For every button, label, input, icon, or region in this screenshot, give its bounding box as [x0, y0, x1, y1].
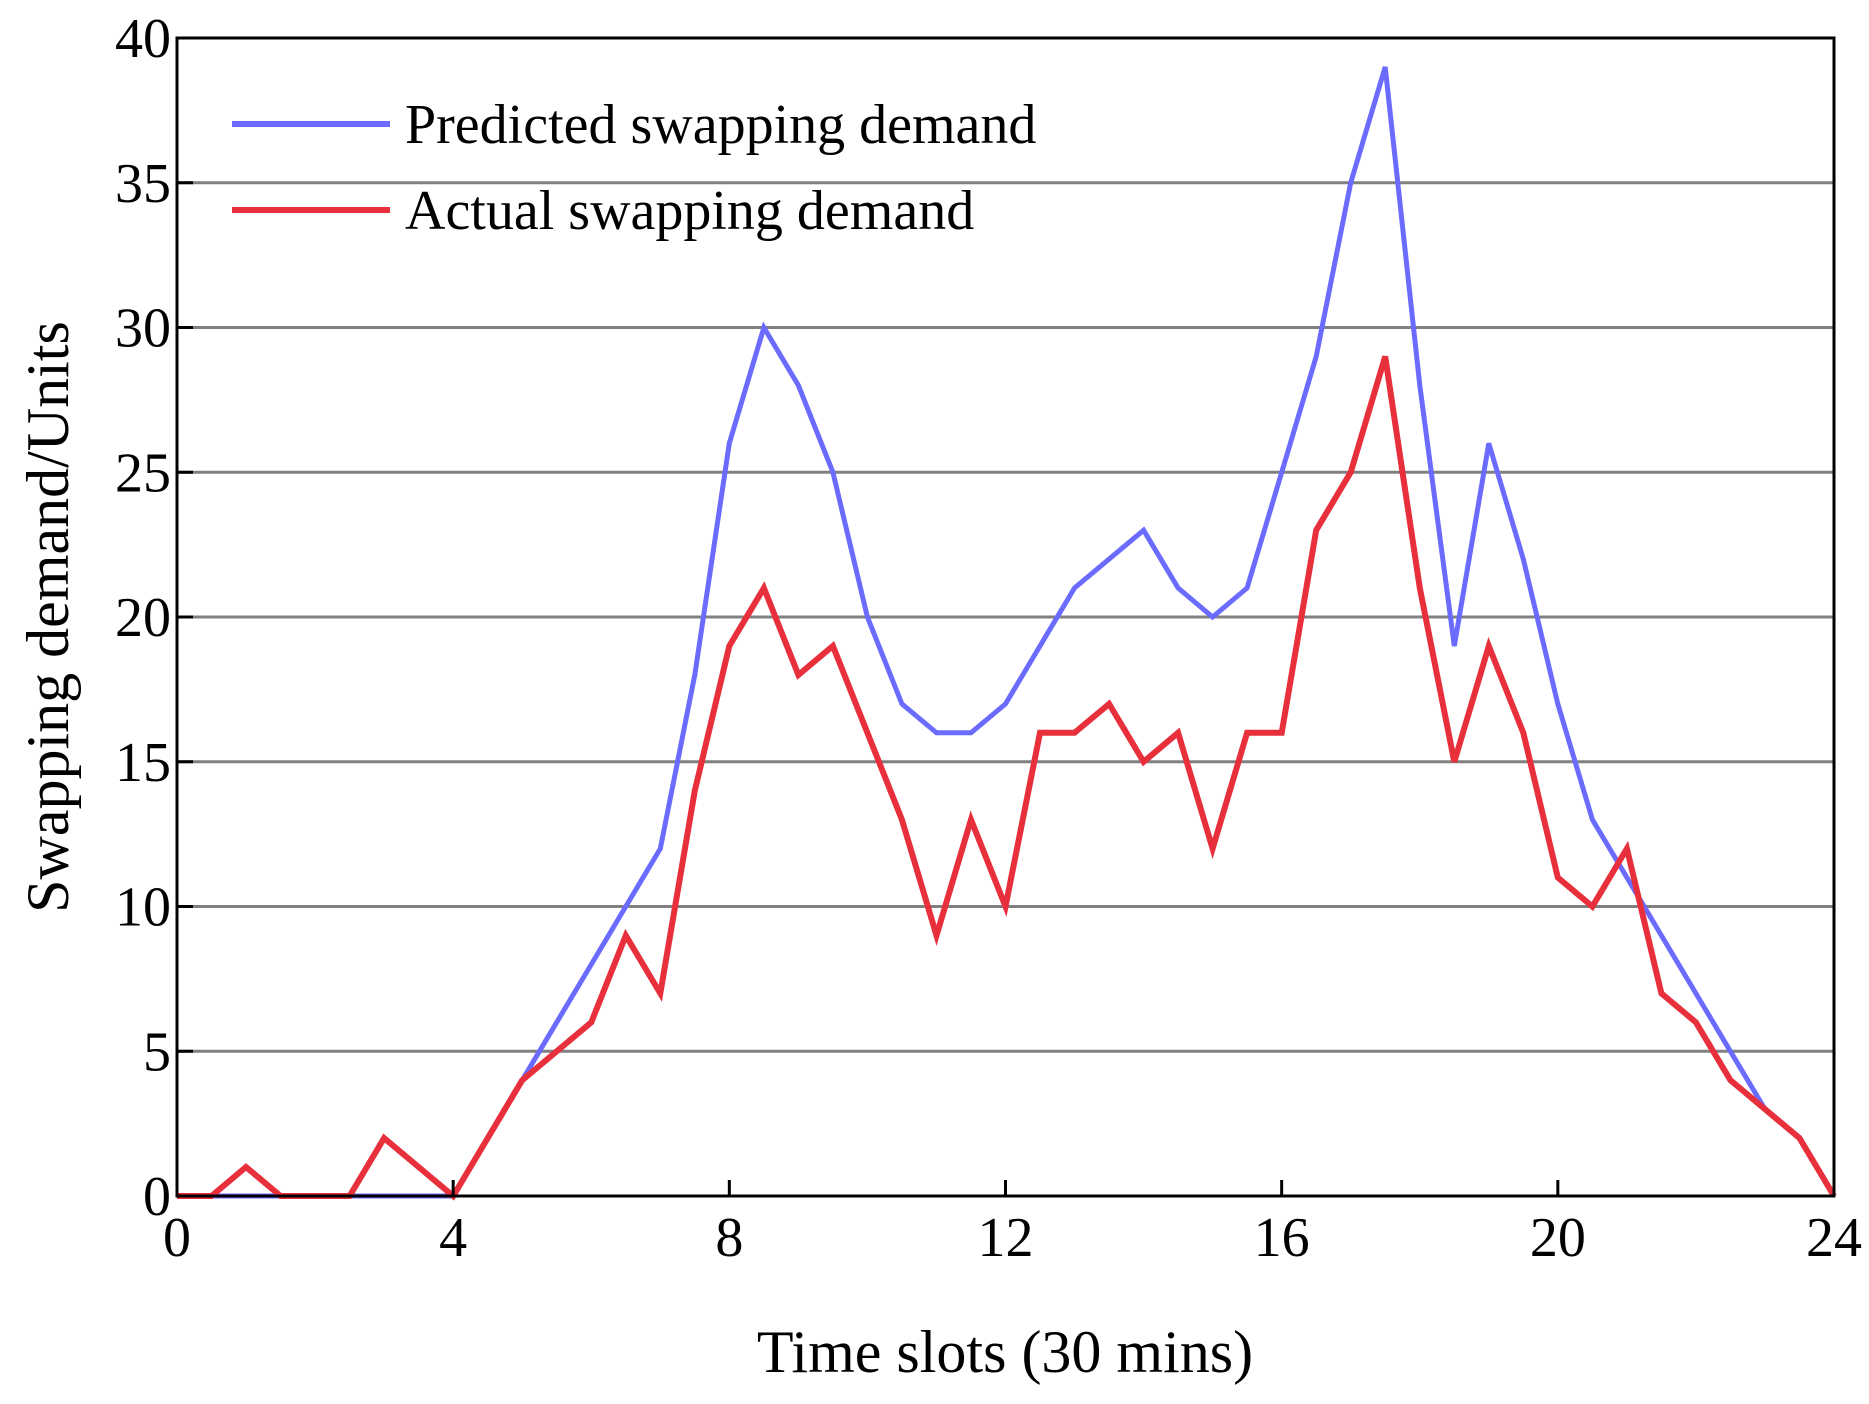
- grid-lines: [177, 181, 1834, 1053]
- y-tick-label-30: 30: [115, 298, 171, 360]
- y-tick-label-5: 5: [143, 1021, 171, 1083]
- x-tick-label-4: 4: [439, 1207, 467, 1269]
- legend-label-actual: Actual swapping demand: [405, 180, 974, 242]
- y-tick-label-40: 40: [115, 8, 171, 70]
- y-tick-label-10: 10: [115, 877, 171, 939]
- x-tick-label-16: 16: [1254, 1207, 1310, 1269]
- y-tick-label-0: 0: [143, 1166, 171, 1228]
- x-tick-label-20: 20: [1530, 1207, 1586, 1269]
- legend: Predicted swapping demand Actual swappin…: [232, 94, 1036, 242]
- y-axis-title: Swapping demand/Units: [15, 321, 81, 913]
- y-axis-ticks: 0 5 10 15 20 25 30 35 40: [115, 8, 193, 1228]
- legend-label-predicted: Predicted swapping demand: [405, 94, 1036, 156]
- x-tick-label-24: 24: [1806, 1207, 1862, 1269]
- x-tick-label-0: 0: [163, 1207, 191, 1269]
- x-tick-label-12: 12: [978, 1207, 1034, 1269]
- x-axis-ticks: 0 4 8 12 16 20 24: [163, 1180, 1862, 1269]
- y-tick-label-25: 25: [115, 442, 171, 504]
- y-tick-label-20: 20: [115, 587, 171, 649]
- y-tick-label-35: 35: [115, 153, 171, 215]
- x-tick-label-8: 8: [715, 1207, 743, 1269]
- y-tick-label-15: 15: [115, 732, 171, 794]
- x-axis-title: Time slots (30 mins): [757, 1319, 1253, 1385]
- series-line-actual-swapping-demand: [177, 355, 1837, 1201]
